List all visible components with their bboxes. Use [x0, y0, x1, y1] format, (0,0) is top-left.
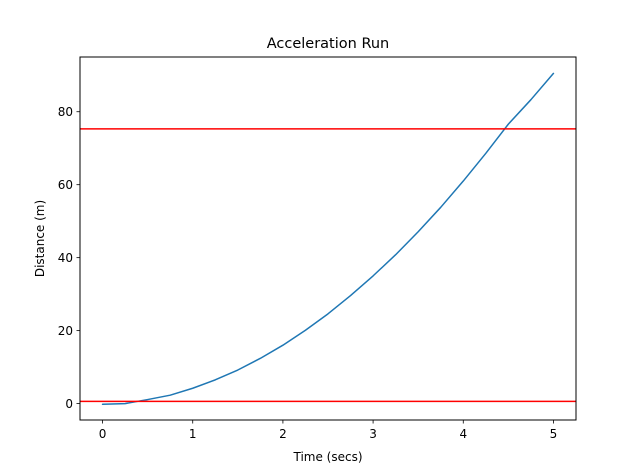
x-tick-label: 0 — [99, 427, 107, 441]
x-axis: 0 1 2 3 4 5 — [99, 420, 558, 441]
series-line-0 — [101, 72, 555, 406]
x-tick-label: 3 — [369, 427, 377, 441]
plot-area — [80, 72, 576, 406]
y-tick-label: 40 — [58, 251, 73, 265]
y-tick-label: 0 — [65, 397, 73, 411]
y-axis-label: Distance (m) — [33, 200, 47, 277]
x-tick-label: 1 — [189, 427, 197, 441]
x-tick-label: 2 — [279, 427, 287, 441]
x-tick-label: 5 — [550, 427, 558, 441]
chart-title: Acceleration Run — [267, 36, 390, 52]
y-tick-label: 60 — [58, 178, 73, 192]
axes-frame — [79, 56, 577, 421]
y-axis: 0 20 40 60 80 — [58, 105, 80, 411]
x-axis-label: Time (secs) — [292, 450, 362, 464]
x-tick-label: 4 — [459, 427, 467, 441]
y-tick-label: 80 — [58, 105, 73, 119]
y-tick-label: 20 — [58, 324, 73, 338]
